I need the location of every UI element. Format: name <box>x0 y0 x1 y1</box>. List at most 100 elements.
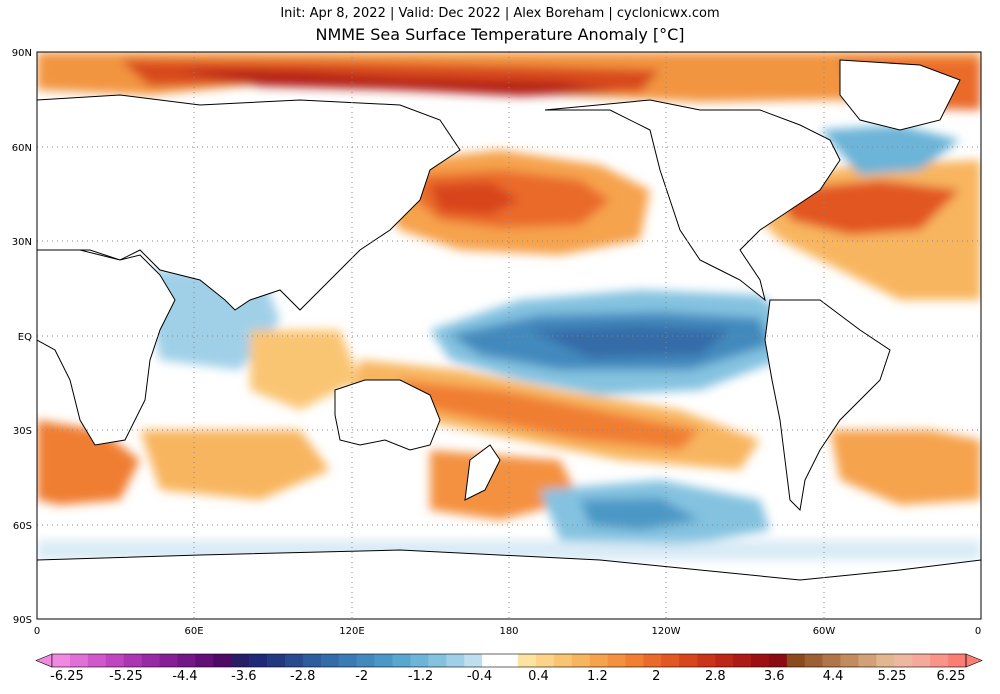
colorbar-swatch <box>123 654 142 667</box>
map-frame <box>36 51 982 620</box>
lat-label: EQ <box>18 332 32 343</box>
colorbar-tick-label: 6.25 <box>937 669 966 684</box>
colorbar-tick-label: -6.25 <box>50 669 84 684</box>
colorbar-swatch <box>625 654 644 667</box>
lon-label: 60E <box>184 626 203 637</box>
colorbar-tick-label: 2.8 <box>705 669 726 684</box>
colorbar-swatch <box>589 654 608 667</box>
colorbar-swatch <box>786 654 805 667</box>
colorbar-swatch <box>213 654 232 667</box>
colorbar-tick-label: -1.2 <box>408 669 433 684</box>
colorbar-swatch <box>464 654 483 667</box>
colorbar-frame <box>51 653 967 668</box>
south-america-outline <box>764 299 891 512</box>
eurasia-outline <box>37 94 461 311</box>
colorbar-swatch <box>249 654 268 667</box>
colorbar-tick-label: -5.25 <box>109 669 143 684</box>
colorbar-swatch <box>822 654 841 667</box>
colorbar-swatch <box>177 654 196 667</box>
colorbar-tick-label: 0.4 <box>528 669 549 684</box>
africa-outline <box>37 249 176 446</box>
colorbar-swatch <box>410 654 429 667</box>
colorbar-tick-label: 5.25 <box>878 669 907 684</box>
colorbar-swatch <box>356 654 375 667</box>
colorbar-tick-label: 2 <box>652 669 660 684</box>
north-america-outline <box>544 99 841 302</box>
colorbar-swatch <box>643 654 662 667</box>
lon-label: 0 <box>34 626 40 637</box>
colorbar-swatch <box>105 654 124 667</box>
colorbar-tick-label: -4.4 <box>172 669 197 684</box>
colorbar-swatch <box>320 654 340 667</box>
colorbar-swatch <box>697 654 716 667</box>
colorbar-tick-label: -2.8 <box>290 669 315 684</box>
colorbar <box>35 653 983 668</box>
colorbar-swatch <box>930 654 949 667</box>
colorbar-tick-label: -2 <box>355 669 368 684</box>
lat-label: 90N <box>12 48 32 59</box>
colorbar-swatch <box>195 654 214 667</box>
colorbar-swatch <box>804 654 823 667</box>
colorbar-swatch <box>517 654 537 667</box>
colorbar-swatch <box>428 654 447 667</box>
colorbar-tick-label: 3.6 <box>764 669 785 684</box>
greenland-outline <box>839 59 961 131</box>
colorbar-swatch <box>571 654 590 667</box>
lon-label: 60W <box>813 626 836 637</box>
latitude-labels: 90N 60N 30N EQ 30S 60S 90S <box>12 48 32 626</box>
colorbar-swatch <box>661 654 680 667</box>
australia-outline <box>334 379 441 451</box>
colorbar-swatch <box>392 654 411 667</box>
colorbar-tick-label: 1.2 <box>587 669 608 684</box>
lat-label: 90S <box>13 615 32 626</box>
lat-label: 60N <box>12 143 32 154</box>
colorbar-swatch <box>302 654 322 667</box>
colorbar-swatch <box>338 654 357 667</box>
new-zealand-outline <box>464 444 501 501</box>
lat-label: 30S <box>13 426 32 437</box>
colorbar-swatch <box>87 654 107 667</box>
colorbar-swatch <box>141 654 160 667</box>
longitude-labels: 0 60E 120E 180 120W 60W 0 <box>34 626 981 637</box>
colorbar-swatch <box>535 654 555 667</box>
colorbar-swatch <box>374 654 393 667</box>
colorbar-swatch <box>159 654 178 667</box>
chart-subtitle: Init: Apr 8, 2022 | Valid: Dec 2022 | Al… <box>280 6 720 21</box>
colorbar-under-arrow <box>35 653 53 668</box>
colorbar-tick-label: -3.6 <box>231 669 256 684</box>
chart-title: NMME Sea Surface Temperature Anomaly [°C… <box>315 25 685 44</box>
colorbar-over-arrow <box>965 653 983 668</box>
colorbar-swatch <box>876 654 895 667</box>
colorbar-swatch <box>446 654 465 667</box>
lon-label: 120E <box>339 626 364 637</box>
colorbar-swatch <box>912 654 931 667</box>
antarctica-outline <box>37 549 981 619</box>
colorbar-swatch <box>948 654 967 667</box>
colorbar-swatch <box>607 654 626 667</box>
colorbar-tick-label: 4.4 <box>823 669 844 684</box>
colorbar-swatch <box>482 654 501 667</box>
colorbar-swatch <box>69 654 89 667</box>
colorbar-tick-label: -0.4 <box>467 669 492 684</box>
colorbar-swatch <box>733 654 752 667</box>
colorbar-swatch <box>284 654 304 667</box>
colorbar-swatch <box>768 654 788 667</box>
colorbar-swatch <box>52 654 71 667</box>
colorbar-swatch <box>679 654 698 667</box>
colorbar-swatch <box>858 654 877 667</box>
colorbar-swatch <box>894 654 913 667</box>
colorbar-swatch <box>500 654 519 667</box>
lat-label: 60S <box>13 521 32 532</box>
lat-label: 30N <box>12 237 32 248</box>
land-outlines <box>37 59 981 619</box>
lon-label: 0 <box>975 626 981 637</box>
lon-label: 120W <box>652 626 681 637</box>
lon-label: 180 <box>499 626 518 637</box>
colorbar-swatch <box>231 654 250 667</box>
colorbar-swatch <box>267 654 286 667</box>
colorbar-tick-labels: -6.25 -5.25 -4.4 -3.6 -2.8 -2 -1.2 -0.4 … <box>50 669 965 684</box>
colorbar-swatch <box>750 654 770 667</box>
colorbar-swatch <box>840 654 859 667</box>
colorbar-swatch <box>715 654 734 667</box>
